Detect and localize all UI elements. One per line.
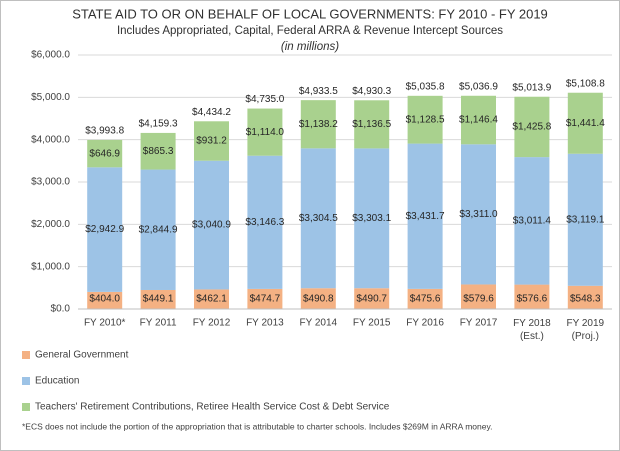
total-label: $5,108.8 — [566, 78, 605, 89]
data-label: $474.7 — [250, 294, 281, 305]
data-label: $1,138.2 — [299, 119, 338, 130]
data-label: $3,119.1 — [566, 214, 605, 225]
bar-segment — [140, 169, 176, 290]
bar-segment — [407, 95, 443, 144]
x-tick-label: FY 2019 (Proj.) — [566, 318, 604, 342]
data-label: $579.6 — [463, 294, 494, 305]
data-label: $1,128.5 — [406, 114, 445, 125]
data-label: $646.9 — [89, 148, 120, 159]
data-label: $576.6 — [517, 294, 548, 305]
footnote: *ECS does not include the portion of the… — [22, 421, 492, 431]
y-tick-label: $4,000.0 — [31, 134, 70, 145]
bar-segment — [514, 284, 550, 309]
bar-segment — [567, 285, 603, 309]
data-label: $475.6 — [410, 294, 441, 305]
y-tick-label: $3,000.0 — [31, 177, 70, 188]
chart-title: STATE AID TO OR ON BEHALF OF LOCAL GOVER… — [72, 6, 548, 21]
data-label: $931.2 — [196, 136, 227, 147]
data-label: $3,146.3 — [245, 217, 284, 228]
legend-label: Education — [35, 376, 79, 387]
x-tick-label: FY 2011 — [140, 318, 177, 329]
bar-segment — [87, 139, 123, 168]
bar-segment — [354, 100, 390, 149]
data-label: $1,425.8 — [512, 122, 551, 133]
data-label: $490.7 — [356, 294, 387, 305]
bar-segment — [407, 143, 443, 289]
total-label: $4,933.5 — [299, 86, 338, 97]
data-label: $1,136.5 — [352, 119, 391, 130]
legend-label: Teachers' Retirement Contributions, Reti… — [35, 402, 390, 413]
legend-swatch — [22, 377, 30, 385]
total-label: $3,993.8 — [85, 126, 124, 137]
data-label: $404.0 — [89, 294, 120, 305]
x-tick-label: FY 2013 — [246, 318, 284, 329]
data-label: $865.3 — [143, 146, 174, 157]
data-label: $1,441.4 — [566, 118, 605, 129]
data-label: $3,040.9 — [192, 220, 231, 231]
bar-segment — [461, 284, 496, 309]
bar-segment — [354, 288, 390, 309]
bar-segment — [247, 108, 283, 156]
bar-segment — [247, 155, 283, 289]
bar-segment — [514, 157, 550, 285]
bar-segment — [87, 167, 123, 292]
legend-swatch — [22, 351, 30, 359]
bar-segment — [194, 121, 229, 161]
data-label: $2,844.9 — [139, 224, 178, 235]
units-note: (in millions) — [281, 41, 339, 53]
bar-segment — [194, 289, 229, 309]
x-tick-label: FY 2017 — [460, 318, 498, 329]
total-label: $5,013.9 — [512, 82, 551, 93]
bar-segment — [514, 96, 550, 158]
x-tick-label: FY 2015 — [353, 318, 391, 329]
total-label: $4,735.0 — [245, 94, 284, 105]
y-tick-label: $1,000.0 — [31, 261, 70, 272]
bar-segment — [140, 289, 176, 309]
x-tick-label: FY 2016 — [406, 318, 444, 329]
data-label: $3,303.1 — [352, 213, 391, 224]
bar-segment — [407, 288, 443, 309]
data-label: $3,304.5 — [299, 213, 338, 224]
x-tick-label: FY 2010* — [84, 318, 126, 329]
y-tick-label: $0.0 — [51, 304, 71, 315]
total-label: $4,930.3 — [352, 86, 391, 97]
x-tick-label: FY 2014 — [299, 318, 337, 329]
data-label: $1,114.0 — [246, 127, 285, 138]
bar-segment — [461, 144, 496, 285]
data-label: $3,311.0 — [459, 209, 498, 220]
bar-segment — [140, 132, 176, 170]
total-label: $4,434.2 — [192, 107, 231, 118]
total-label: $5,035.8 — [406, 81, 445, 92]
bar-segment — [300, 288, 336, 309]
bar-segment — [567, 153, 603, 286]
bar-segment — [300, 100, 336, 149]
bar-segment — [567, 92, 603, 154]
data-label: $449.1 — [143, 294, 174, 305]
data-label: $3,011.4 — [513, 215, 552, 226]
chart-subtitle: Includes Appropriated, Capital, Federal … — [117, 25, 503, 37]
data-label: $1,146.4 — [459, 115, 498, 126]
data-label: $490.8 — [303, 294, 334, 305]
bar-segment — [354, 148, 390, 289]
x-tick-label: FY 2018 (Est.) — [513, 318, 551, 342]
total-label: $4,159.3 — [139, 119, 178, 130]
legend-label: General Government — [35, 350, 129, 361]
bar-segment — [247, 288, 283, 309]
bar-segment — [461, 95, 496, 145]
data-label: $2,942.9 — [85, 224, 124, 235]
bar-segment — [300, 148, 336, 289]
legend-swatch — [22, 403, 30, 411]
y-tick-label: $5,000.0 — [31, 92, 70, 103]
data-label: $548.3 — [570, 294, 601, 305]
total-label: $5,036.9 — [459, 81, 498, 92]
y-tick-label: $2,000.0 — [31, 219, 70, 230]
data-label: $462.1 — [196, 294, 227, 305]
data-label: $3,431.7 — [406, 211, 445, 222]
y-tick-label: $6,000.0 — [31, 50, 70, 61]
bar-segment — [87, 291, 123, 309]
x-tick-label: FY 2012 — [193, 318, 231, 329]
bar-segment — [194, 160, 229, 290]
